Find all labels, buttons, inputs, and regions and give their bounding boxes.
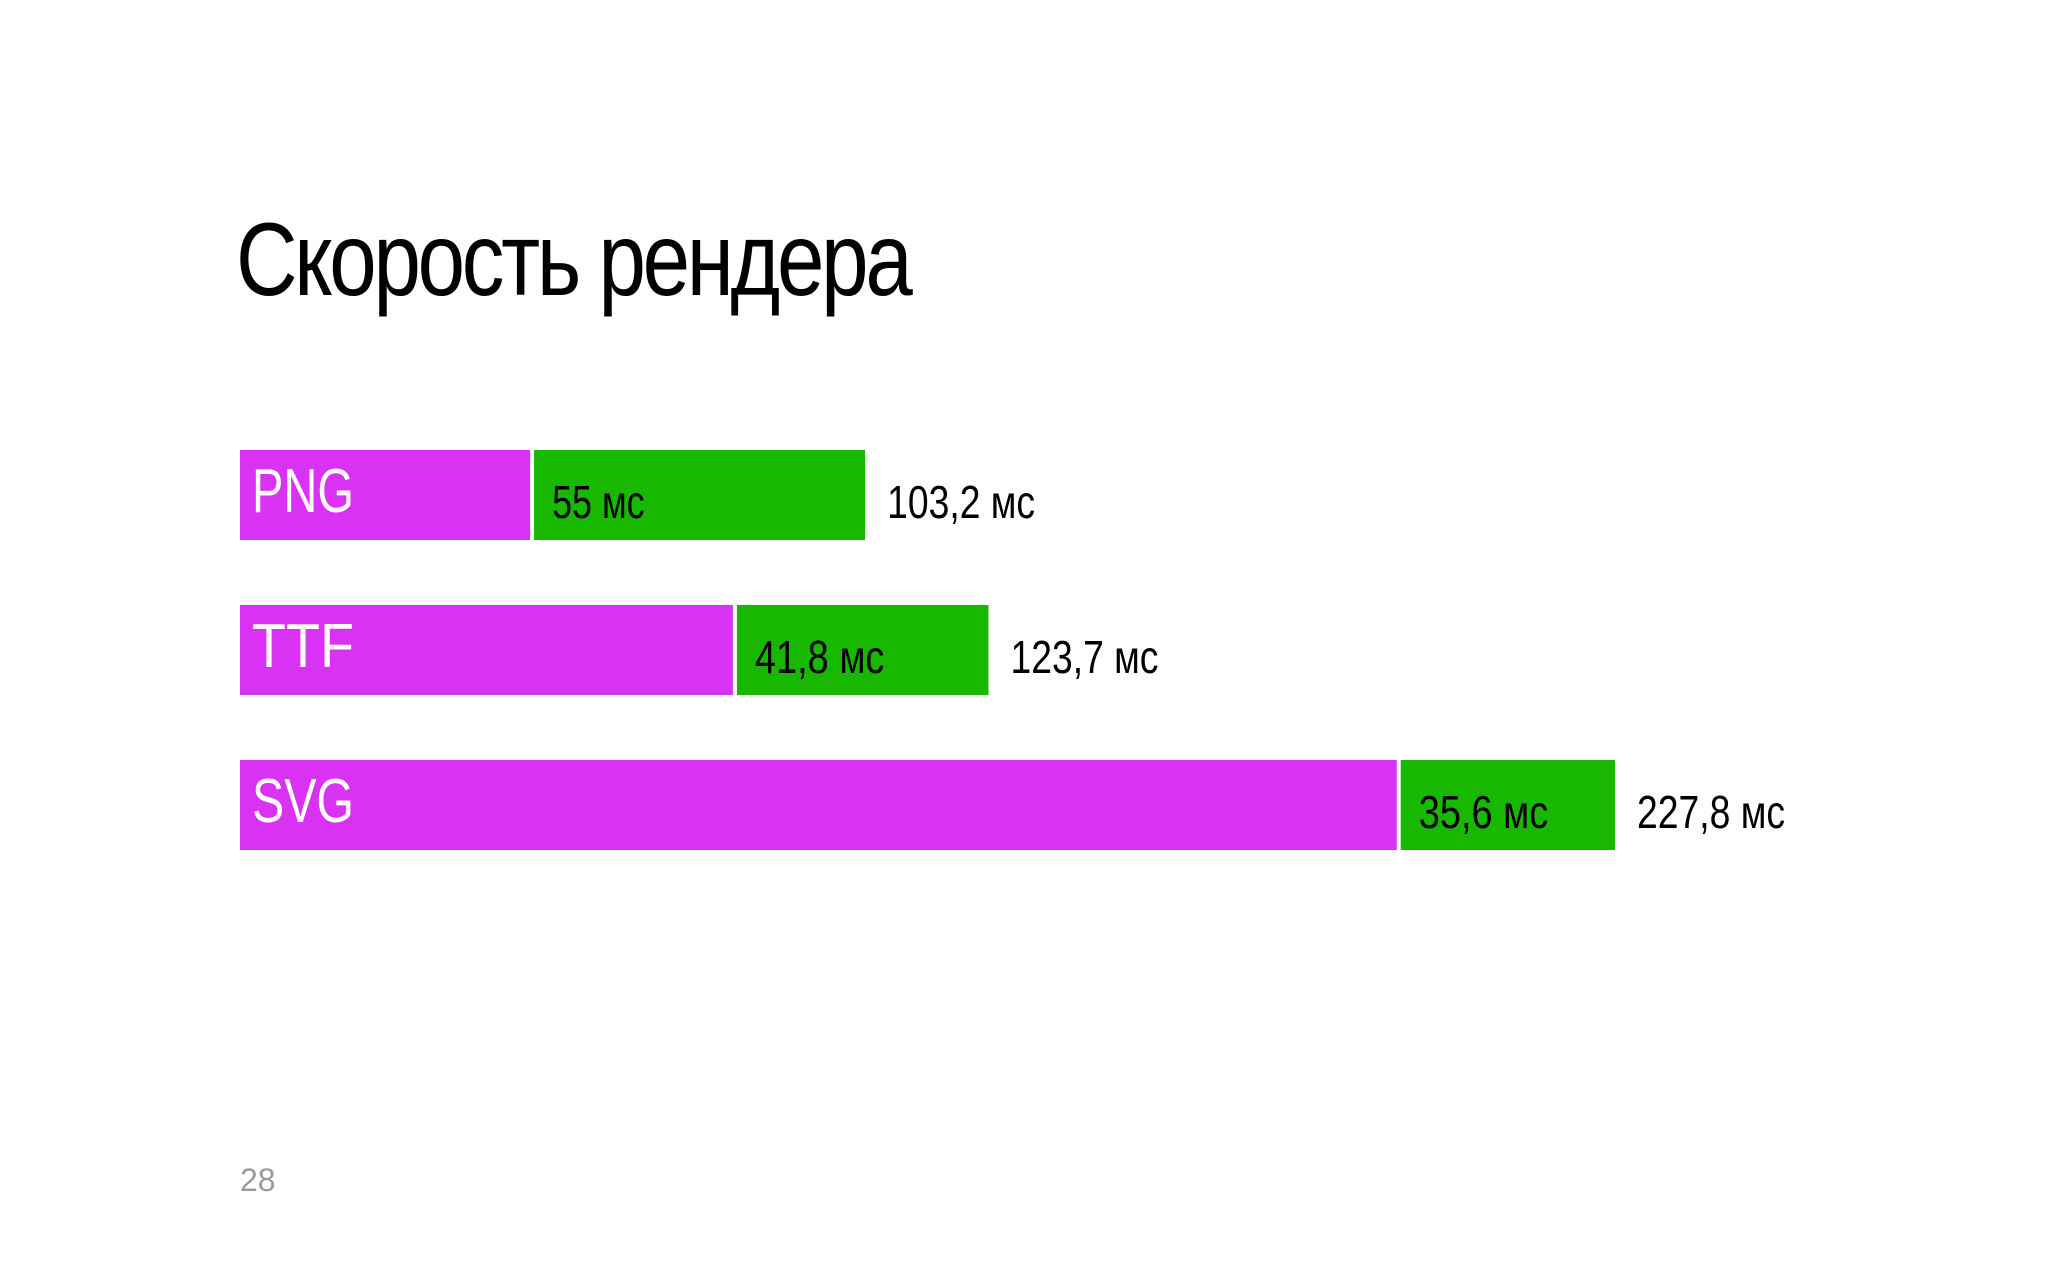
total-value-label-svg: 227,8 мс <box>1637 786 1785 838</box>
slide-title: Скорость рендера <box>236 202 913 318</box>
category-label-ttf: TTF <box>252 612 354 681</box>
render-value-label-svg: 35,6 мс <box>1419 786 1549 838</box>
bar-render-svg <box>1400 760 1615 850</box>
bar-render-png <box>534 450 866 540</box>
page-number: 28 <box>240 1162 276 1198</box>
bar-format-png <box>240 450 531 540</box>
category-label-png: PNG <box>252 457 354 526</box>
bar-format-svg <box>240 760 1397 850</box>
total-value-label-ttf: 123,7 мс <box>1010 631 1158 683</box>
render-value-label-ttf: 41,8 мс <box>755 631 885 683</box>
bar-render-ttf <box>736 605 989 695</box>
render-value-label-png: 55 мс <box>552 476 645 528</box>
total-value-label-png: 103,2 мс <box>887 476 1035 528</box>
category-label-svg: SVG <box>252 767 354 836</box>
bar-format-ttf <box>240 605 733 695</box>
